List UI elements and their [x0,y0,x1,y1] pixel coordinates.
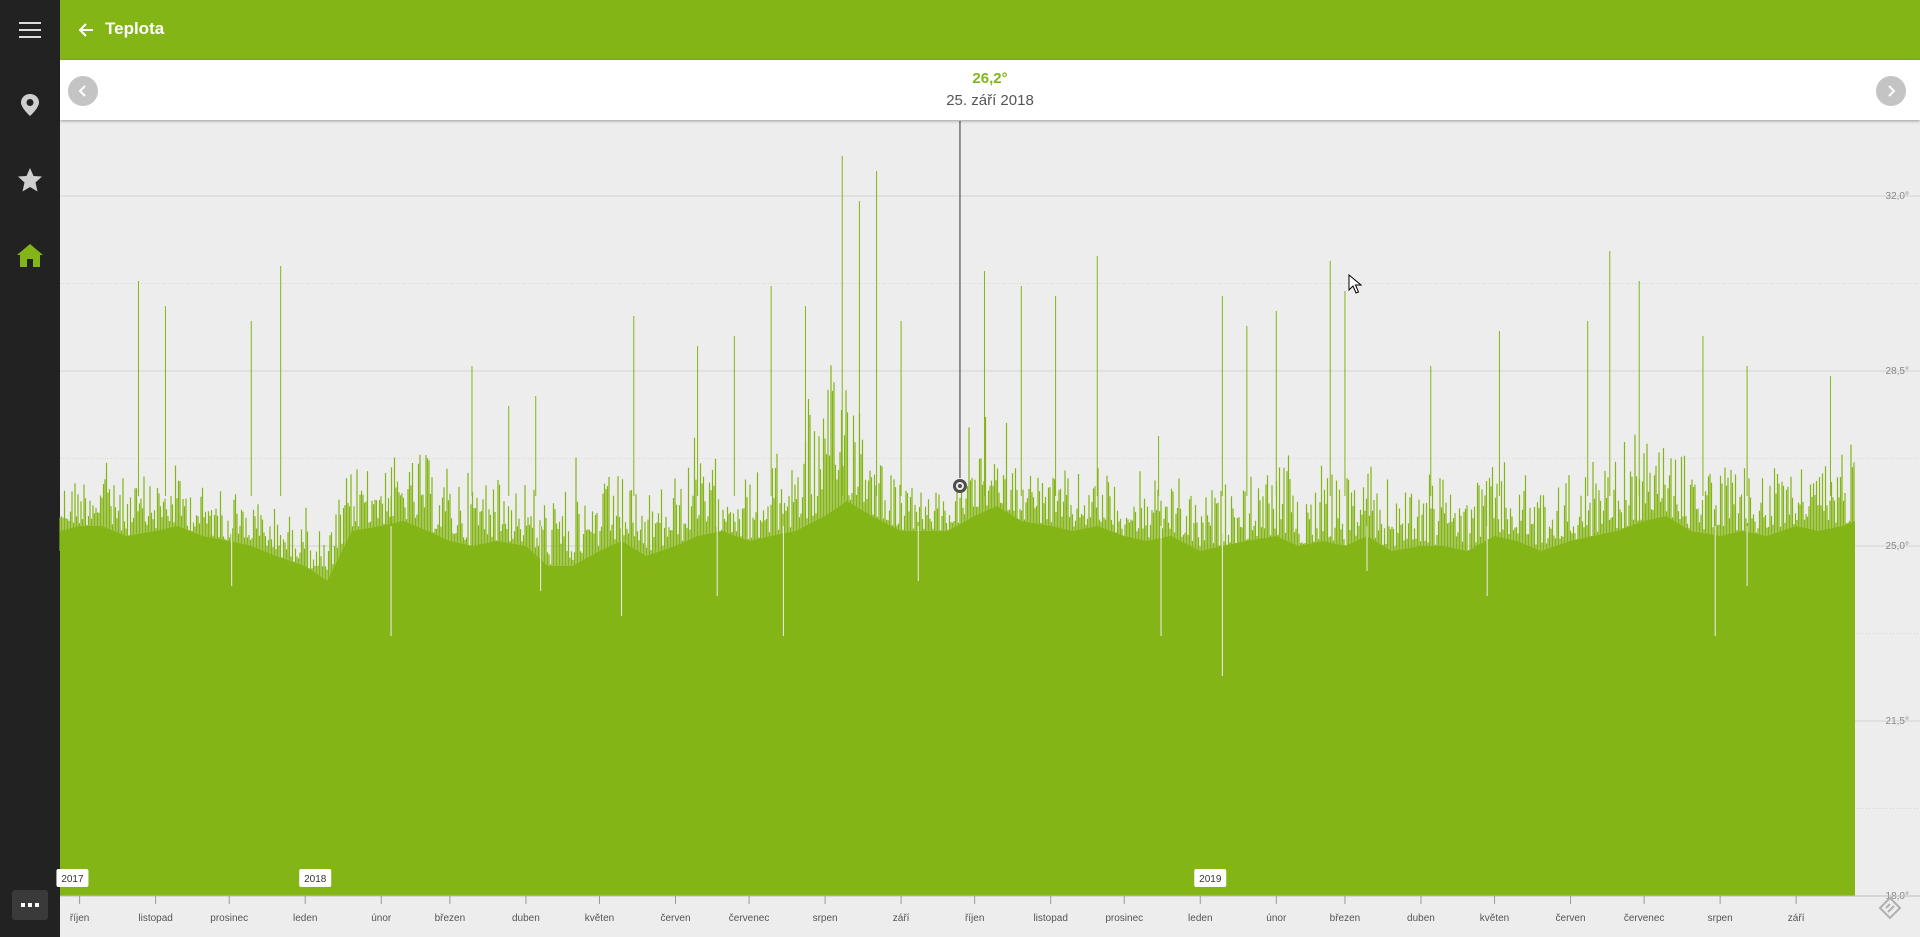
x-tick-label: květen [1480,913,1509,924]
x-tick-label: únor [371,913,392,924]
selected-value: 26,2° [972,70,1008,87]
x-tick-label: říjen [965,913,984,924]
more-icon[interactable] [12,890,48,920]
x-tick-label: srpen [1708,913,1733,924]
selection-info-bar: 26,2° 25. září 2018 [60,60,1920,120]
year-badge [299,869,332,887]
x-tick-label: leden [293,913,317,924]
x-tick-label: červen [660,913,690,924]
next-button[interactable] [1876,76,1906,106]
x-tick-label: únor [1266,913,1287,924]
x-tick-label: březen [435,913,466,924]
star-icon[interactable] [0,150,60,210]
mouse-cursor-icon [1348,274,1362,294]
area-noise [59,365,1855,601]
x-tick-label: květen [585,913,614,924]
x-tick-label: prosinec [1105,913,1143,924]
x-tick-label: září [893,913,910,924]
home-icon[interactable] [0,225,60,285]
x-tick-label: leden [1188,913,1212,924]
x-tick-label: červenec [1624,913,1665,924]
y-tick-label: 32,0° [1886,191,1909,202]
page-title: Teplota [105,19,165,38]
y-tick-label: 21,5° [1886,716,1909,727]
x-tick-label: listopad [138,913,172,924]
year-label: 2019 [1199,874,1222,885]
area-fill [60,501,1855,896]
y-tick-label: 28,5° [1886,366,1909,377]
x-tick-label: duben [512,913,540,924]
year-badge [1194,869,1227,887]
x-tick-label: říjen [70,913,89,924]
resize-handle-icon[interactable] [1877,895,1903,921]
x-tick-label: listopad [1033,913,1067,924]
location-pin-icon[interactable] [0,75,60,135]
year-label: 2018 [304,874,327,885]
chevron-left-icon [78,85,86,97]
x-tick-label: duben [1407,913,1435,924]
x-tick-label: červen [1556,913,1586,924]
chevron-right-icon [1888,85,1896,97]
selected-date: 25. září 2018 [946,92,1034,109]
x-tick-label: prosinec [210,913,248,924]
sidebar [0,0,60,937]
app-bar: Teplota [60,0,1920,60]
year-badge [56,869,89,887]
y-tick-label: 25,0° [1886,541,1909,552]
x-tick-label: srpen [813,913,838,924]
x-tick-label: červenec [729,913,770,924]
menu-icon[interactable] [0,0,60,60]
x-tick-label: březen [1330,913,1361,924]
x-tick-label: září [1788,913,1805,924]
previous-button[interactable] [68,76,98,106]
back-arrow-icon[interactable] [72,16,100,44]
year-label: 2017 [61,874,84,885]
selection-marker-dot [957,484,962,488]
